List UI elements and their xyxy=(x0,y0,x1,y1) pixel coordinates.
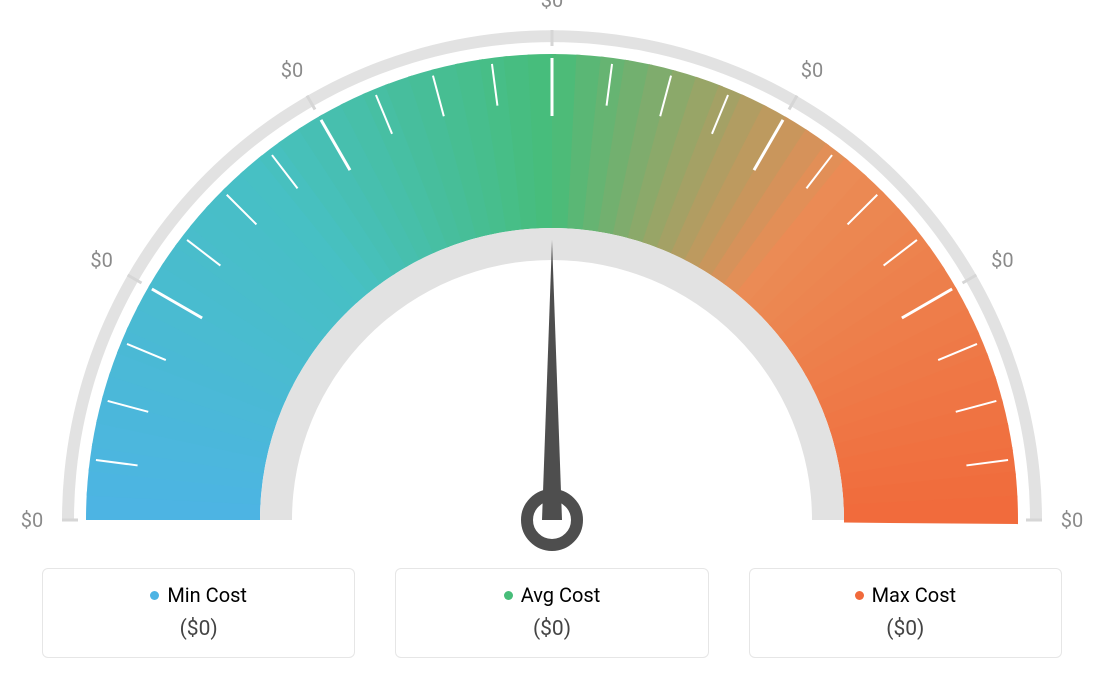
dot-icon xyxy=(150,591,159,600)
legend-value-max: ($0) xyxy=(768,617,1043,641)
gauge-tick-label: $0 xyxy=(90,248,112,272)
gauge-tick-label: $0 xyxy=(21,508,43,532)
legend-title-max: Max Cost xyxy=(855,583,957,607)
gauge-tick-label: $0 xyxy=(801,58,823,82)
gauge-svg xyxy=(0,0,1104,560)
legend-title-avg: Avg Cost xyxy=(504,583,601,607)
legend-value-avg: ($0) xyxy=(414,617,689,641)
dot-icon xyxy=(504,591,513,600)
legend-row: Min Cost ($0) Avg Cost ($0) Max Cost ($0… xyxy=(0,568,1104,658)
legend-title-min: Min Cost xyxy=(150,583,247,607)
legend-value-min: ($0) xyxy=(61,617,336,641)
gauge-tick-label: $0 xyxy=(541,0,563,12)
legend-card-min: Min Cost ($0) xyxy=(42,568,355,658)
legend-label: Max Cost xyxy=(872,583,957,607)
dot-icon xyxy=(855,591,864,600)
gauge-chart: $0 $0 $0 $0 $0 $0 $0 xyxy=(0,0,1104,560)
gauge-tick-label: $0 xyxy=(991,248,1013,272)
legend-card-avg: Avg Cost ($0) xyxy=(395,568,708,658)
legend-label: Min Cost xyxy=(167,583,247,607)
gauge-tick-label: $0 xyxy=(281,58,303,82)
gauge-tick-label: $0 xyxy=(1061,508,1083,532)
legend-card-max: Max Cost ($0) xyxy=(749,568,1062,658)
legend-label: Avg Cost xyxy=(521,583,601,607)
